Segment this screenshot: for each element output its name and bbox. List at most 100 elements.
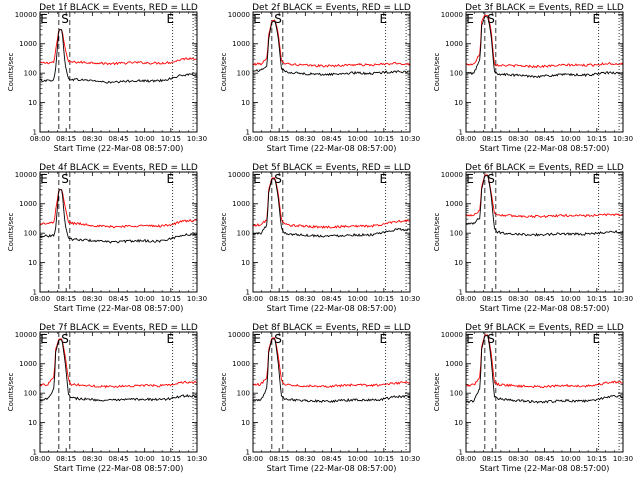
panel-title: Det 5f BLACK = Events, RED = LLD <box>252 163 411 173</box>
y-tick-label: 1 <box>33 449 37 457</box>
s-marker-label: S <box>487 12 495 26</box>
x-tick-label: 08:15 <box>482 455 502 463</box>
y-axis-label: Counts/sec <box>433 53 441 92</box>
s-marker-label: S <box>61 332 69 346</box>
y-tick-label: 1 <box>459 129 463 137</box>
events-trace <box>40 29 197 84</box>
e-marker-label-left: E <box>253 332 261 346</box>
x-axis-label: Start Time (22-Mar-08 08:57:00) <box>267 464 397 473</box>
x-tick-label: 08:45 <box>321 295 341 303</box>
plot-frame <box>465 11 624 133</box>
e-marker-label: E <box>167 12 175 26</box>
x-tick-label: 10:30 <box>187 295 207 303</box>
x-tick-label: 10:30 <box>613 135 633 143</box>
x-tick-label: 10:00 <box>561 135 581 143</box>
y-axis-label: Counts/sec <box>7 373 15 412</box>
x-tick-label: 10:30 <box>400 455 420 463</box>
x-axis-label: Start Time (22-Mar-08 08:57:00) <box>54 144 184 153</box>
x-tick-label: 08:45 <box>534 295 554 303</box>
lld-trace <box>253 177 410 229</box>
e-marker-label: E <box>380 12 388 26</box>
events-trace <box>466 16 623 79</box>
x-tick-label: 08:30 <box>508 295 528 303</box>
detector-panel-5: Det 5f BLACK = Events, RED = LLD Counts/s… <box>220 163 420 313</box>
e-marker-label-left: E <box>466 332 474 346</box>
lld-trace <box>466 14 623 69</box>
y-tick-label: 1 <box>33 129 37 137</box>
x-tick-label: 10:15 <box>161 295 181 303</box>
y-tick-label: 10 <box>454 419 463 427</box>
y-tick-label: 100 <box>24 390 37 398</box>
panel-title: Det 1f BLACK = Events, RED = LLD <box>39 3 198 13</box>
x-tick-label: 10:00 <box>348 295 368 303</box>
x-axis-label: Start Time (22-Mar-08 08:57:00) <box>54 464 184 473</box>
y-tick-label: 100 <box>237 390 250 398</box>
y-tick-label: 100 <box>450 230 463 238</box>
s-marker-label: S <box>61 172 69 186</box>
x-tick-label: 08:45 <box>321 135 341 143</box>
e-marker-label: E <box>167 172 175 186</box>
detector-panel-9: Det 9f BLACK = Events, RED = LLD Counts/s… <box>433 323 633 473</box>
x-tick-label: 08:45 <box>108 135 128 143</box>
events-trace <box>40 339 197 402</box>
x-tick-label: 08:00 <box>243 455 263 463</box>
s-marker-label: S <box>274 172 282 186</box>
x-tick-label: 08:45 <box>534 455 554 463</box>
x-tick-label: 10:00 <box>348 455 368 463</box>
s-marker-label: S <box>274 12 282 26</box>
y-tick-label: 10 <box>241 259 250 267</box>
plot-frame <box>252 11 411 133</box>
x-tick-label: 10:15 <box>587 455 607 463</box>
y-tick-label: 10 <box>28 259 37 267</box>
lld-trace <box>40 338 197 389</box>
x-tick-label: 08:00 <box>30 295 50 303</box>
x-tick-label: 10:15 <box>587 295 607 303</box>
e-marker-label: E <box>593 172 601 186</box>
e-marker-label-left: E <box>40 12 48 26</box>
detector-panel-6: Det 6f BLACK = Events, RED = LLD Counts/s… <box>433 163 633 313</box>
y-tick-label: 100 <box>450 390 463 398</box>
y-tick-label: 10 <box>28 99 37 107</box>
s-marker-label: S <box>487 172 495 186</box>
detector-panel-8: Det 8f BLACK = Events, RED = LLD Counts/s… <box>220 323 420 473</box>
e-marker-label: E <box>380 332 388 346</box>
lld-trace <box>253 19 410 68</box>
y-tick-label: 10000 <box>15 331 37 339</box>
x-tick-label: 08:30 <box>508 135 528 143</box>
x-tick-label: 10:00 <box>135 455 155 463</box>
x-tick-label: 10:30 <box>187 135 207 143</box>
y-tick-label: 10 <box>454 259 463 267</box>
lld-trace <box>466 174 623 219</box>
plot-frame <box>465 331 624 453</box>
y-tick-label: 1 <box>246 129 250 137</box>
x-tick-label: 08:15 <box>56 135 76 143</box>
y-tick-label: 100 <box>24 70 37 78</box>
e-marker-label: E <box>380 172 388 186</box>
s-marker-label: S <box>487 332 495 346</box>
s-marker-label: S <box>61 12 69 26</box>
e-marker-label: E <box>167 332 175 346</box>
x-tick-label: 08:15 <box>482 135 502 143</box>
x-tick-label: 08:00 <box>243 135 263 143</box>
x-tick-label: 10:00 <box>135 135 155 143</box>
x-tick-label: 08:15 <box>269 455 289 463</box>
panel-title: Det 8f BLACK = Events, RED = LLD <box>252 323 411 333</box>
y-axis-label: Counts/sec <box>220 213 228 252</box>
detector-panel-3: Det 3f BLACK = Events, RED = LLD Counts/s… <box>433 3 633 153</box>
x-axis-label: Start Time (22-Mar-08 08:57:00) <box>480 304 610 313</box>
e-marker-label: E <box>593 12 601 26</box>
s-marker-label: S <box>274 332 282 346</box>
lld-trace <box>253 337 410 388</box>
x-tick-label: 10:00 <box>561 455 581 463</box>
y-tick-label: 10000 <box>15 11 37 19</box>
x-tick-label: 08:30 <box>508 455 528 463</box>
y-tick-label: 1 <box>459 449 463 457</box>
panel-title: Det 9f BLACK = Events, RED = LLD <box>465 323 624 333</box>
plot-frame <box>252 171 411 293</box>
x-tick-label: 10:15 <box>374 455 394 463</box>
x-tick-label: 08:30 <box>295 135 315 143</box>
x-tick-label: 10:15 <box>161 135 181 143</box>
x-tick-label: 10:00 <box>348 135 368 143</box>
e-marker-label-left: E <box>40 332 48 346</box>
events-trace <box>253 178 410 238</box>
